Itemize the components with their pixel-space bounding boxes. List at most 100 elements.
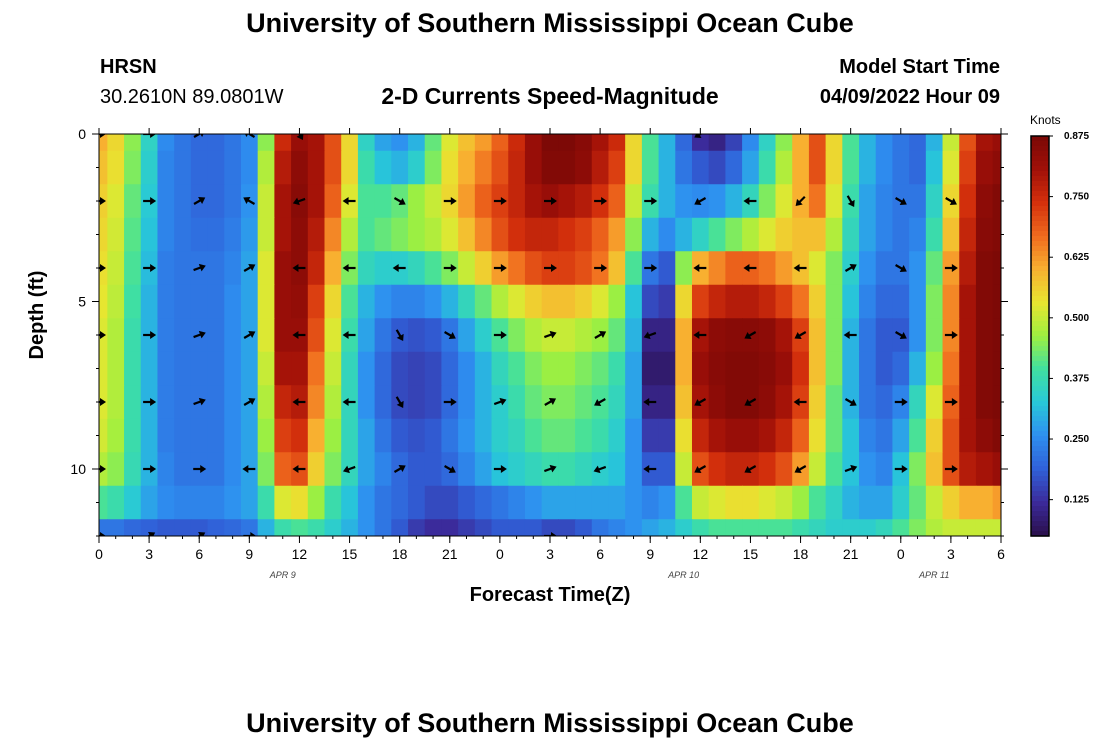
heatmap-cell — [107, 452, 125, 487]
heatmap-cell — [892, 150, 910, 185]
heatmap-cell — [174, 519, 192, 536]
heatmap-cell — [558, 251, 576, 286]
heatmap-cell — [875, 217, 894, 252]
heatmap-cell — [307, 351, 326, 386]
current-arrow — [694, 197, 707, 205]
heatmap-cell — [124, 519, 142, 536]
heatmap-cell — [474, 485, 493, 520]
heatmap-cell — [675, 184, 693, 219]
heatmap-cell — [842, 217, 860, 252]
heatmap-cell — [641, 217, 660, 252]
heatmap-cell — [207, 184, 225, 219]
current-arrow — [795, 195, 806, 206]
heatmap-cell — [174, 452, 192, 487]
arrow-head — [296, 134, 304, 141]
heatmap-cell — [608, 134, 626, 152]
heatmap-cell — [925, 318, 944, 353]
heatmap-cell — [257, 351, 275, 386]
heatmap-cell — [324, 217, 342, 252]
heatmap-cell — [658, 150, 676, 185]
colorbar-segment — [1031, 336, 1049, 342]
heatmap-cell — [708, 284, 726, 319]
heatmap-cell — [725, 452, 743, 487]
heatmap-cell — [374, 418, 392, 453]
heatmap-cell — [99, 150, 108, 185]
heatmap-cell — [975, 134, 994, 152]
heatmap-cell — [859, 251, 877, 286]
heatmap-cell — [157, 385, 175, 420]
heatmap-cell — [124, 385, 142, 420]
heatmap-cell — [758, 485, 777, 520]
heatmap-cell — [124, 251, 142, 286]
heatmap-cell — [257, 150, 275, 185]
date-label: APR 11 — [918, 570, 949, 580]
arrow-head — [500, 465, 507, 473]
heatmap-cell — [875, 452, 894, 487]
heatmap-cell — [474, 150, 493, 185]
colorbar-segment — [1031, 296, 1049, 302]
heatmap-cell — [708, 418, 726, 453]
current-arrow — [744, 331, 757, 339]
current-arrow — [794, 331, 807, 339]
y-tick-label: 10 — [70, 461, 86, 477]
heatmap-cell — [174, 184, 192, 219]
arrow-head — [744, 399, 752, 406]
heatmap-cell — [324, 452, 342, 487]
heatmap-cell — [107, 385, 125, 420]
heatmap-cell — [975, 485, 994, 520]
arrow-head — [643, 331, 651, 340]
heatmap-cell — [742, 217, 760, 252]
heatmap-cell — [975, 385, 994, 420]
heatmap-cell — [524, 284, 543, 319]
heatmap-cell — [725, 519, 743, 536]
current-arrow — [99, 398, 106, 406]
colorbar-segment — [1031, 291, 1049, 297]
arrow-head — [499, 397, 507, 406]
heatmap-cell — [808, 150, 827, 185]
heatmap-cell — [291, 351, 309, 386]
heatmap-cell — [274, 184, 292, 219]
current-arrow — [243, 264, 256, 272]
heatmap-cell — [608, 351, 626, 386]
heatmap-cell — [909, 318, 927, 353]
heatmap-cell — [591, 134, 610, 152]
heatmap-cell — [591, 150, 610, 185]
current-arrow — [243, 398, 256, 406]
heatmap-cell — [859, 418, 877, 453]
heatmap-cell — [625, 418, 643, 453]
heatmap-cell — [157, 351, 175, 386]
heatmap-cell — [742, 351, 760, 386]
heatmap-cell — [240, 418, 259, 453]
heatmap-cell — [691, 351, 710, 386]
heatmap-cell — [591, 519, 610, 536]
heatmap-cell — [274, 385, 292, 420]
heatmap-cell — [224, 251, 242, 286]
heatmap-cell — [307, 284, 326, 319]
arrow-head — [500, 264, 507, 272]
heatmap-cell — [708, 150, 726, 185]
heatmap-cell — [591, 485, 610, 520]
heatmap-cell — [408, 184, 426, 219]
heatmap-cell — [174, 418, 192, 453]
heatmap-cell — [758, 150, 777, 185]
heatmap-cell — [107, 351, 125, 386]
current-arrow — [193, 330, 206, 339]
heatmap-cell — [959, 418, 977, 453]
heatmap-cell — [174, 318, 192, 353]
colorbar-segment — [1031, 316, 1049, 322]
heatmap-cell — [274, 485, 292, 520]
heatmap-cell — [975, 351, 994, 386]
colorbar-segment — [1031, 251, 1049, 257]
heatmap-cell — [875, 184, 894, 219]
heatmap-cell — [307, 318, 326, 353]
current-arrow — [292, 197, 306, 206]
heatmap-cell — [107, 418, 125, 453]
arrow-head — [100, 197, 106, 205]
heatmap-cell — [391, 519, 409, 536]
current-arrow — [342, 465, 356, 474]
heatmap-cell — [558, 318, 576, 353]
heatmap-cell — [541, 351, 559, 386]
heatmap-cell — [892, 284, 910, 319]
current-arrow — [643, 331, 657, 340]
heatmap-cell — [207, 452, 225, 487]
